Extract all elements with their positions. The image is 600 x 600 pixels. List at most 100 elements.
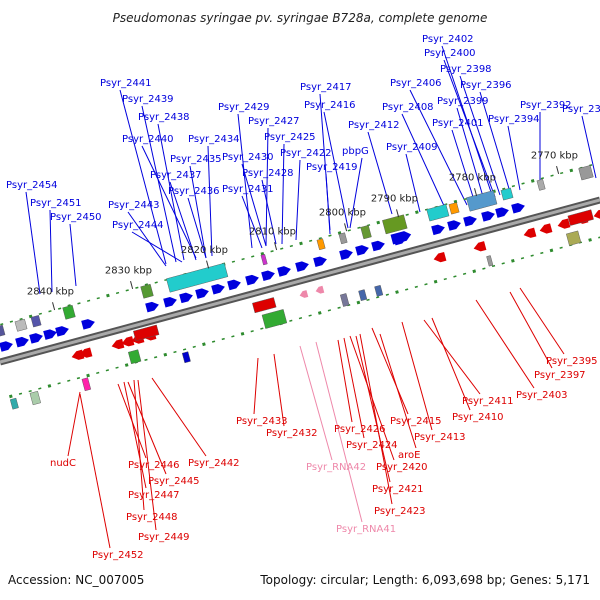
forward-gene-arrow-shape <box>195 288 209 299</box>
forward-gene-arrow-shape <box>55 326 69 337</box>
tick-mark <box>482 267 486 270</box>
feature-block <box>14 318 28 332</box>
leader-line <box>409 89 468 206</box>
tick-mark <box>251 255 255 258</box>
tick-mark <box>173 350 177 354</box>
leader-line <box>299 345 333 461</box>
leader-line <box>295 159 301 241</box>
gene-label-psyr-2400: Psyr_2400 <box>424 48 476 59</box>
gene-label-psyr-2447: Psyr_2447 <box>128 490 180 501</box>
leader-line <box>141 105 177 263</box>
leader-line <box>207 145 213 257</box>
gene-label-psyr-2408: Psyr_2408 <box>382 102 434 113</box>
tick-mark <box>366 298 370 302</box>
tick-mark <box>337 231 342 235</box>
leader-line <box>401 113 446 209</box>
reverse-gene-arrow <box>79 347 93 358</box>
forward-gene-arrow <box>261 270 275 282</box>
tick-mark <box>328 234 332 237</box>
tick-mark <box>309 239 313 242</box>
tick-mark <box>308 314 312 317</box>
leader-line <box>253 357 259 415</box>
feature-block <box>382 214 408 235</box>
tick-mark <box>433 279 438 284</box>
backbone-highlight <box>0 198 600 364</box>
tick-mark <box>491 264 496 268</box>
gene-label-psyr-2406: Psyr_2406 <box>390 78 442 89</box>
tick-mark <box>231 335 235 338</box>
forward-gene-arrow <box>295 261 309 272</box>
forward-gene-arrow <box>211 283 225 295</box>
reverse-gene-block <box>567 209 594 226</box>
gene-label-psyr-2430: Psyr_2430 <box>222 152 274 163</box>
tick-mark <box>67 379 71 382</box>
feature-block <box>0 324 6 339</box>
gene-label-psyr-2398: Psyr_2398 <box>440 64 492 75</box>
tick-mark <box>192 345 196 348</box>
tick-mark <box>462 272 467 275</box>
forward-gene-arrow <box>245 274 259 286</box>
feature-block <box>374 284 384 297</box>
reverse-gene-block <box>252 297 277 314</box>
tick-mark <box>105 369 110 372</box>
kbp-tick-line <box>206 260 210 269</box>
tick-mark <box>8 394 13 399</box>
gene-label-psyr-2387: Psyr_2387 <box>562 104 600 115</box>
forward-gene-arrow-shape <box>29 333 43 344</box>
leader-line <box>123 381 147 489</box>
feature-block-shape <box>166 262 229 293</box>
kbp-label-2820-kbp: 2820 kbp <box>181 245 228 256</box>
reverse-gene-arrow-shape <box>523 227 537 238</box>
gene-label-psyr-2410: Psyr_2410 <box>452 412 504 423</box>
tick-mark <box>163 352 168 357</box>
forward-gene-arrow-shape <box>211 283 225 295</box>
forward-gene-arrow-shape <box>447 220 461 231</box>
tick-mark <box>38 387 42 390</box>
tick-mark <box>414 285 418 288</box>
tick-mark <box>18 392 23 395</box>
gene-label-psyr-2452: Psyr_2452 <box>92 550 144 561</box>
feature-block <box>261 309 288 329</box>
feature-block-shape <box>316 238 326 251</box>
forward-gene-arrow <box>339 249 353 260</box>
leader-line <box>273 353 285 427</box>
forward-gene-arrow <box>511 202 525 214</box>
kbp-tick-line <box>344 223 348 232</box>
tick-mark <box>405 213 409 216</box>
leader-line <box>337 339 353 423</box>
gene-label-psyr-2440: Psyr_2440 <box>122 134 174 145</box>
kbp-tick-line <box>52 302 56 311</box>
feature-block <box>166 262 229 293</box>
leader-line <box>451 129 475 201</box>
reverse-gene-arrow <box>473 241 487 252</box>
feature-block-shape <box>536 178 546 191</box>
feature-block <box>566 230 582 246</box>
tick-mark <box>260 252 265 256</box>
kbp-tick-line <box>474 188 478 197</box>
tick-mark <box>96 371 100 375</box>
feature-block-shape <box>486 255 494 267</box>
forward-gene-arrow <box>313 256 327 267</box>
forward-gene-arrow <box>355 245 369 256</box>
tick-mark <box>299 241 303 246</box>
gene-label-psyr-2403: Psyr_2403 <box>516 390 568 401</box>
gene-label-psyr-2451: Psyr_2451 <box>30 198 82 209</box>
gene-label-psyr-2425: Psyr_2425 <box>264 132 316 143</box>
tick-mark <box>135 286 139 289</box>
feature-block <box>128 349 142 365</box>
gene-label-psyr-2442: Psyr_2442 <box>188 458 240 469</box>
leader-line <box>137 379 157 531</box>
tick-mark <box>540 251 544 255</box>
leader-line <box>315 341 363 523</box>
tick-mark <box>405 288 409 291</box>
forward-gene-arrow <box>390 231 412 245</box>
tick-mark <box>356 300 361 305</box>
genome-summary-text: Topology: circular; Length: 6,093,698 bp… <box>260 573 590 587</box>
feature-block-shape <box>261 309 288 329</box>
leader-line <box>241 163 267 247</box>
tick-mark <box>502 187 506 190</box>
leader-line <box>367 131 393 215</box>
gene-label-psyr-2438: Psyr_2438 <box>138 112 190 123</box>
